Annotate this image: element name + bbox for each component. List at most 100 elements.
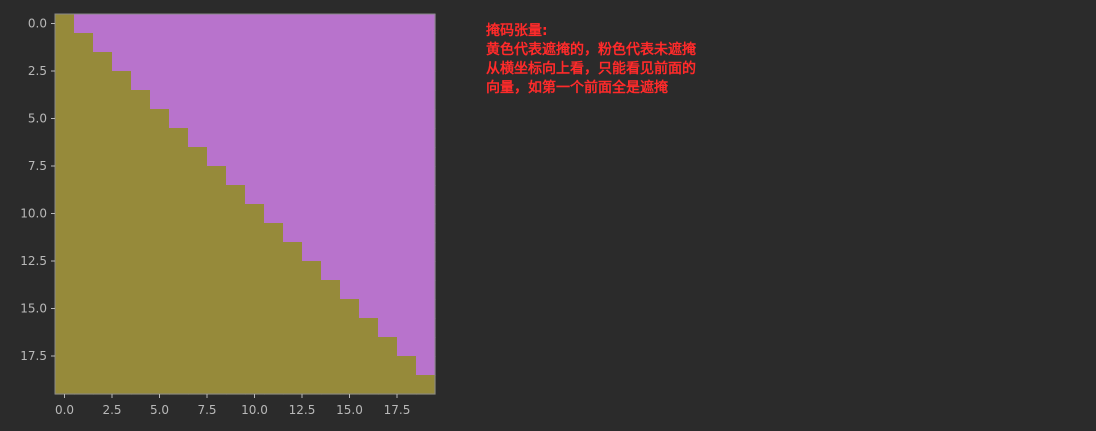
cell-masked	[416, 128, 436, 148]
annotation-line: 黄色代表遮掩的，粉色代表未遮掩	[486, 42, 696, 58]
cell-unmasked	[112, 147, 132, 167]
cell-unmasked	[131, 204, 151, 224]
plot-frame	[54, 13, 436, 395]
cell-unmasked	[302, 375, 322, 395]
cell-masked	[378, 242, 398, 262]
cell-masked	[378, 166, 398, 186]
cell-masked	[416, 318, 436, 338]
cell-unmasked	[169, 185, 189, 205]
cell-unmasked	[188, 299, 208, 319]
cell-masked	[283, 71, 303, 91]
cell-masked	[302, 147, 322, 167]
cell-unmasked	[226, 204, 246, 224]
cell-unmasked	[378, 375, 398, 395]
cell-unmasked	[55, 52, 75, 72]
y-axis: 0.0 2.5 5.0 7.5 10.0 12.5 15.0 17.5	[20, 17, 55, 363]
cell-masked	[340, 109, 360, 129]
cell-masked	[283, 147, 303, 167]
cell-unmasked	[93, 52, 113, 72]
cell-masked	[397, 109, 417, 129]
cell-unmasked	[359, 318, 379, 338]
cell-unmasked	[188, 356, 208, 376]
cell-masked	[264, 166, 284, 186]
cell-unmasked	[112, 337, 132, 357]
cell-masked	[340, 204, 360, 224]
cell-unmasked	[55, 242, 75, 262]
y-tick-label: 0.0	[28, 17, 47, 31]
cell-unmasked	[416, 375, 436, 395]
cell-masked	[359, 128, 379, 148]
cell-masked	[340, 71, 360, 91]
cell-masked	[397, 261, 417, 281]
cell-masked	[416, 185, 436, 205]
cell-unmasked	[226, 223, 246, 243]
cell-masked	[359, 52, 379, 72]
cell-masked	[416, 90, 436, 110]
cell-masked	[188, 71, 208, 91]
cell-masked	[226, 90, 246, 110]
cell-unmasked	[74, 242, 94, 262]
cell-masked	[397, 33, 417, 53]
cell-masked	[397, 280, 417, 300]
cell-masked	[321, 90, 341, 110]
cell-unmasked	[74, 299, 94, 319]
cell-masked	[93, 14, 113, 34]
cell-masked	[397, 52, 417, 72]
cell-unmasked	[340, 356, 360, 376]
cell-masked	[131, 33, 151, 53]
cell-masked	[283, 204, 303, 224]
cell-unmasked	[169, 147, 189, 167]
cell-masked	[283, 90, 303, 110]
cell-unmasked	[169, 261, 189, 281]
cell-masked	[188, 52, 208, 72]
cell-masked	[188, 109, 208, 129]
cell-unmasked	[74, 166, 94, 186]
cell-masked	[416, 299, 436, 319]
cell-unmasked	[150, 185, 170, 205]
cell-unmasked	[207, 261, 227, 281]
cell-unmasked	[264, 356, 284, 376]
cell-masked	[226, 109, 246, 129]
cell-masked	[416, 147, 436, 167]
cell-masked	[226, 166, 246, 186]
cell-unmasked	[283, 337, 303, 357]
cell-unmasked	[207, 204, 227, 224]
cell-unmasked	[188, 242, 208, 262]
heatmap-cells	[55, 14, 436, 395]
cell-masked	[378, 147, 398, 167]
cell-masked	[245, 128, 265, 148]
cell-unmasked	[131, 280, 151, 300]
cell-unmasked	[188, 166, 208, 186]
cell-unmasked	[169, 166, 189, 186]
cell-unmasked	[150, 166, 170, 186]
cell-masked	[226, 71, 246, 91]
y-tick-label: 10.0	[20, 207, 47, 221]
cell-masked	[397, 71, 417, 91]
cell-unmasked	[55, 71, 75, 91]
cell-masked	[397, 147, 417, 167]
cell-masked	[359, 90, 379, 110]
cell-masked	[264, 71, 284, 91]
cell-masked	[378, 71, 398, 91]
cell-unmasked	[207, 223, 227, 243]
cell-masked	[321, 52, 341, 72]
cell-masked	[397, 242, 417, 262]
cell-unmasked	[188, 185, 208, 205]
cell-unmasked	[245, 204, 265, 224]
cell-masked	[397, 318, 417, 338]
cell-unmasked	[55, 204, 75, 224]
cell-masked	[397, 166, 417, 186]
cell-unmasked	[264, 223, 284, 243]
cell-masked	[397, 337, 417, 357]
annotation-line: 从横坐标向上看，只能看见前面的	[486, 61, 696, 77]
cell-masked	[359, 185, 379, 205]
cell-unmasked	[74, 280, 94, 300]
cell-masked	[245, 147, 265, 167]
cell-masked	[302, 128, 322, 148]
cell-unmasked	[74, 185, 94, 205]
cell-masked	[321, 185, 341, 205]
cell-masked	[321, 109, 341, 129]
cell-masked	[302, 204, 322, 224]
cell-unmasked	[188, 261, 208, 281]
x-tick-label: 2.5	[102, 403, 121, 417]
